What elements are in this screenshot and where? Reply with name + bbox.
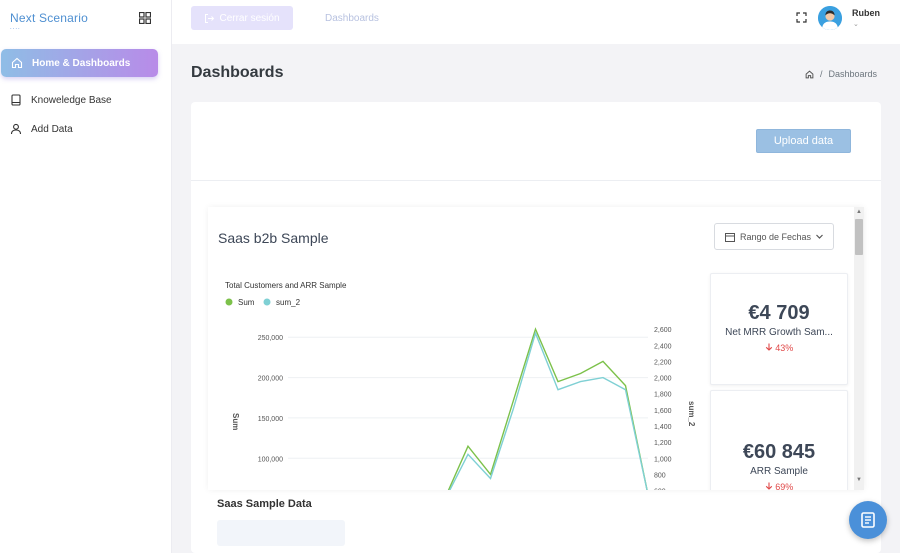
date-range-filter[interactable]: Rango de Fechas — [714, 223, 834, 250]
y2-tick-label: 1,600 — [654, 408, 672, 415]
section-title-saas-sample-data: Saas Sample Data — [217, 498, 312, 510]
dashboards-link[interactable]: Dashboards — [325, 13, 379, 24]
y2-tick-label: 1,400 — [654, 424, 672, 431]
kpi-label: Net MRR Growth Sam... — [725, 327, 833, 338]
legend-label-sum[interactable]: Sum — [238, 298, 255, 307]
home-icon — [11, 57, 23, 69]
page-title: Dashboards — [191, 64, 284, 81]
arrow-down-icon — [765, 482, 772, 490]
chart-title: Total Customers and ARR Sample — [225, 281, 347, 290]
sidebar: Next Scenario .... Home & Dashboards Kno… — [0, 0, 172, 553]
scroll-up-arrow-icon[interactable]: ▲ — [856, 209, 862, 215]
logout-icon — [205, 13, 215, 23]
chevron-down-icon — [816, 234, 823, 239]
feedback-button[interactable] — [849, 501, 887, 539]
sidebar-item-home-dashboards[interactable]: Home & Dashboards — [1, 49, 158, 77]
date-range-label: Rango de Fechas — [740, 231, 812, 242]
dashboard-embed: Saas b2b Sample Rango de Fechas Total Cu… — [208, 207, 864, 490]
app-logo[interactable]: Next Scenario .... — [10, 11, 88, 31]
logout-button[interactable]: Cerrar sesión — [191, 6, 293, 30]
y-tick-label: 100,000 — [258, 456, 283, 463]
avatar[interactable] — [818, 6, 842, 30]
scrollbar[interactable]: ▲ ▼ — [854, 207, 864, 490]
kpi-card-net-mrr[interactable]: €4 709 Net MRR Growth Sam... 43% — [710, 273, 848, 385]
chart-panel: Total Customers and ARR Sample Sum sum_2… — [214, 273, 706, 490]
y-tick-label: 200,000 — [258, 376, 283, 383]
series-line-sum — [447, 327, 648, 490]
y2-tick-label: 800 — [654, 472, 666, 479]
user-icon — [10, 123, 22, 135]
breadcrumb-separator: / — [820, 69, 823, 79]
y2-tick-label: 1,200 — [654, 440, 672, 447]
scroll-down-arrow-icon[interactable]: ▼ — [856, 477, 862, 483]
sidebar-item-add-data[interactable]: Add Data — [0, 115, 73, 143]
y-tick-label: 150,000 — [258, 416, 283, 423]
section-action-button[interactable] — [217, 520, 345, 546]
user-avatar-icon — [818, 6, 842, 30]
kpi-value: €60 845 — [742, 441, 816, 463]
user-menu-chevron-icon[interactable]: ⌄ — [853, 21, 859, 28]
kpi-card-arr[interactable]: €60 845 ARR Sample 69% — [710, 390, 848, 490]
y2-tick-label: 1,000 — [654, 456, 672, 463]
dashboard-title: Saas b2b Sample — [218, 230, 329, 246]
logo-dots: .... — [10, 25, 21, 31]
kpi-delta-value: 43% — [775, 343, 794, 353]
y2-tick-label: 2,600 — [654, 327, 672, 334]
breadcrumb: / Dashboards — [805, 69, 877, 79]
user-name[interactable]: Ruben — [852, 8, 880, 18]
grid-menu-icon[interactable] — [139, 12, 151, 24]
kpi-value: €4 709 — [748, 302, 810, 324]
kpi-delta: 69% — [711, 482, 847, 490]
y2-tick-label: 2,400 — [654, 343, 672, 350]
y2-tick-label: 2,000 — [654, 376, 672, 383]
fullscreen-icon[interactable] — [796, 12, 807, 23]
kpi-delta: 43% — [711, 343, 847, 353]
y-tick-label: 250,000 — [258, 335, 283, 342]
logo-text: Next Scenario — [10, 11, 88, 25]
sidebar-item-label: Knoweledge Base — [31, 94, 112, 106]
breadcrumb-item: Dashboards — [828, 69, 878, 79]
book-icon — [11, 94, 21, 106]
scrollbar-thumb[interactable] — [855, 219, 863, 255]
sidebar-item-label: Add Data — [31, 123, 73, 135]
arrow-down-icon — [765, 343, 772, 351]
y2-tick-label: 600 — [654, 489, 666, 490]
kpi-delta-value: 69% — [775, 482, 794, 490]
y-axis-label: Sum — [231, 413, 240, 430]
home-icon[interactable] — [805, 69, 814, 79]
series-line-sum-2 — [449, 331, 648, 490]
document-icon — [861, 512, 875, 528]
legend-label-sum-2[interactable]: sum_2 — [276, 298, 301, 307]
line-chart: Total Customers and ARR Sample Sum sum_2… — [225, 281, 696, 490]
kpi-label: ARR Sample — [750, 466, 808, 477]
sidebar-item-label: Home & Dashboards — [32, 57, 131, 69]
sidebar-item-knowledge-base[interactable]: Knoweledge Base — [0, 86, 112, 114]
logout-label: Cerrar sesión — [219, 12, 280, 24]
legend-swatch-sum-2 — [263, 298, 271, 306]
y2-axis-label: sum_2 — [687, 401, 696, 427]
top-bar: Cerrar sesión Dashboards Ruben ⌄ — [172, 0, 900, 44]
y2-tick-label: 2,200 — [654, 359, 672, 366]
legend-swatch-sum — [225, 298, 233, 306]
upload-data-button[interactable]: Upload data — [756, 129, 851, 153]
y2-tick-label: 1,800 — [654, 392, 672, 399]
divider — [191, 180, 881, 181]
calendar-icon — [725, 232, 735, 242]
